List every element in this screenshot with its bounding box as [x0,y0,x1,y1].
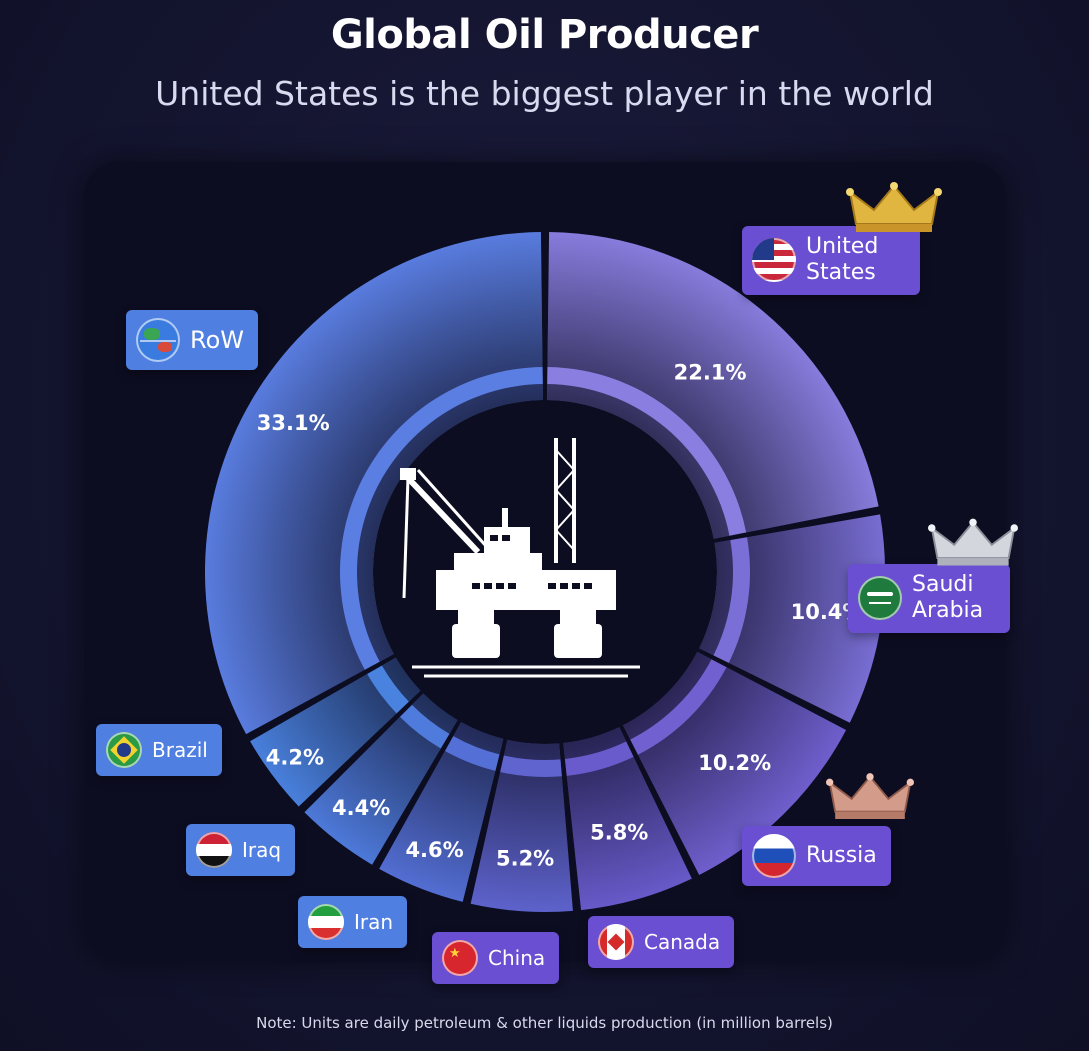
slice-shade-canada [563,727,692,911]
brazil-flag-icon [106,732,142,768]
pct-label-canada: 5.8% [590,821,648,845]
label-iraq: Iraq [186,824,296,876]
pct-label-united-states: 22.1% [674,361,747,385]
slice-shade-china [470,739,573,912]
label-brazil: Brazil [96,724,222,776]
pct-label-iran: 4.6% [405,838,463,862]
ring-china [500,755,562,777]
label-text: Iraq [242,838,282,862]
footnote: Note: Units are daily petroleum & other … [256,1014,833,1032]
label-canada: Canada [588,916,735,968]
label-text: Brazil [152,738,208,762]
label-text: United States [806,234,879,286]
label-text: Iran [354,910,394,934]
ring-brazil [367,665,409,714]
label-text: China [488,946,546,970]
slice-shade-iran [379,722,504,902]
pct-label-row: 33.1% [257,411,330,435]
ring-saudi-arabia [713,537,751,663]
ring-canada [564,741,634,776]
silver-crown-icon [928,518,1018,566]
label-text: RoW [190,325,245,354]
slice-shade-brazil [250,657,421,807]
label-russia: Russia [742,826,891,886]
label-text: Saudi Arabia [912,572,984,624]
chart-title: Global Oil Producer [330,12,759,58]
bronze-crown-icon [826,773,914,819]
pct-label-china: 5.2% [496,846,554,870]
label-row: RoW [126,310,259,370]
label-saudi-arabia: Saudi Arabia [848,564,1010,633]
chart-subtitle: United States is the biggest player in t… [155,74,934,113]
oil-rig-icon [400,438,640,678]
globe-icon [136,318,180,362]
us-flag-icon [752,238,796,283]
china-flag-icon: ★ [442,940,478,976]
ring-russia [630,659,727,755]
gold-crown-icon [846,182,942,232]
label-iran: Iran [298,896,408,948]
label-text: Russia [806,842,877,868]
ring-iran [445,736,500,771]
pct-label-brazil: 4.2% [266,746,324,770]
label-united-states: United States [742,226,920,295]
iraq-flag-icon [196,832,232,868]
slice-shade-united-states [547,232,879,539]
ring-united-states [547,367,747,536]
pct-label-russia: 10.2% [698,751,771,775]
label-china: ★ China [432,932,560,984]
canada-flag-icon [598,924,634,960]
saudi-flag-icon [858,576,902,621]
iran-flag-icon [308,904,344,940]
label-text: Canada [644,930,721,954]
slice-shade-iraq [304,693,458,865]
russia-flag-icon [752,834,796,878]
ring-iraq [399,704,450,749]
ring-row [339,367,543,670]
pct-label-iraq: 4.4% [332,796,390,820]
